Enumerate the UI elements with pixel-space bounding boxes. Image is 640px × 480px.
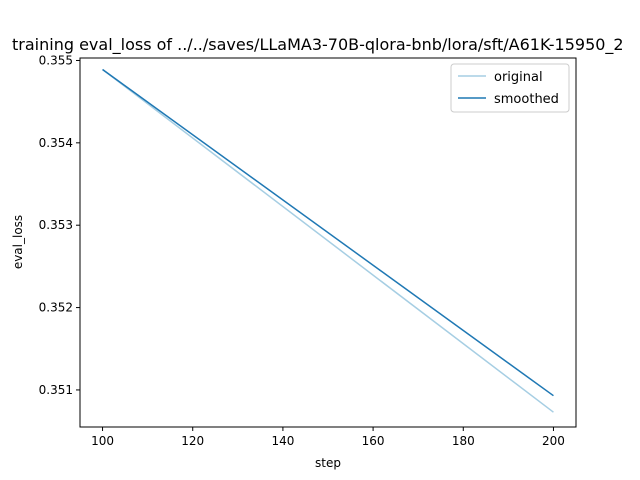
series-line-original [102,68,554,413]
x-axis-ticks: 100 120 140 160 180 200 [91,427,565,448]
y-tick-label: 0.353 [39,218,73,232]
chart-title: training eval_loss of ../../saves/LLaMA3… [12,35,624,55]
x-tick-label: 120 [181,434,204,448]
x-tick-label: 180 [452,434,475,448]
x-tick-label: 200 [542,434,565,448]
series-line-smoothed [102,68,554,397]
y-tick-label: 0.352 [39,301,73,315]
x-tick-label: 140 [271,434,294,448]
x-tick-label: 100 [91,434,114,448]
x-axis-label: step [315,456,341,470]
plot-frame [79,57,577,428]
legend-label-original: original [494,70,543,85]
legend: original smoothed [450,63,570,113]
y-axis-label: eval_loss [11,215,25,269]
series-lines [102,68,554,413]
y-tick-label: 0.354 [39,136,73,150]
y-tick-label: 0.351 [39,383,73,397]
x-tick-label: 160 [362,434,385,448]
y-axis-ticks: 0.351 0.352 0.353 0.354 0.355 [39,53,80,397]
legend-label-smoothed: smoothed [494,92,559,107]
y-tick-label: 0.355 [39,53,73,67]
